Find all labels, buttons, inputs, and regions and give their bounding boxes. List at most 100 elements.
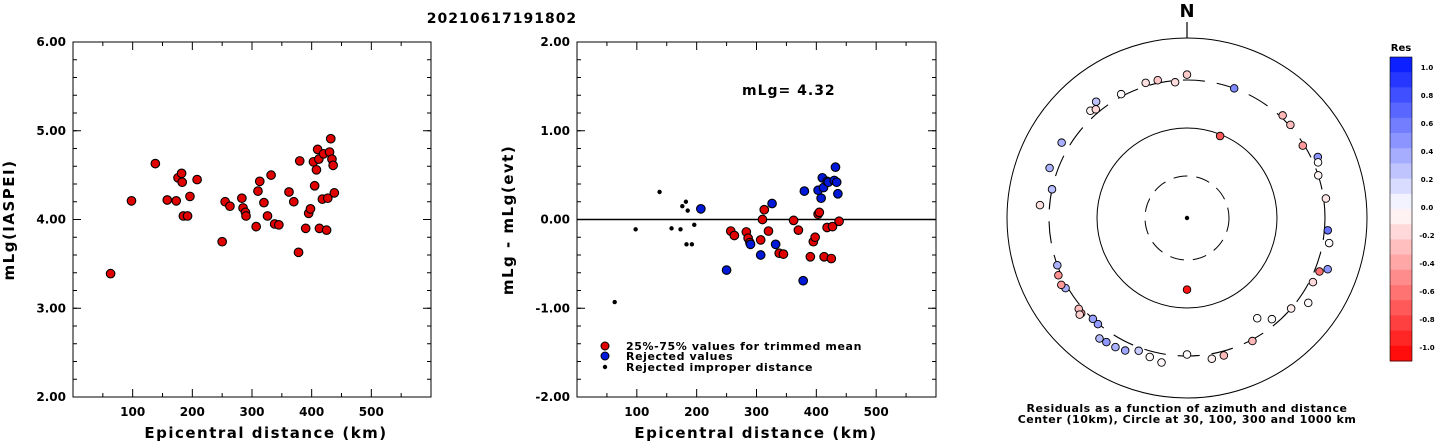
rejected-distance-point: [669, 226, 674, 231]
station-residual-point: [1120, 346, 1130, 355]
rejected-distance-point: [685, 208, 690, 213]
colorbar-label: 0.2: [1421, 176, 1434, 184]
data-point: [329, 188, 340, 198]
station-residual-point: [1145, 352, 1155, 362]
station-residual-point: [1304, 298, 1313, 308]
rejected-distance-point: [612, 299, 617, 305]
data-point: [126, 196, 137, 206]
trimmed-mean-point: [810, 232, 820, 243]
colorbar-cell: [1390, 254, 1412, 271]
data-point: [321, 225, 332, 235]
rejected-value-point: [799, 186, 810, 196]
rejected-distance-point: [684, 242, 689, 247]
magnitude-distance-chart: 100 200 300 400 500 2.00 3.00 4.00 5.00 6.00 Epic…: [0, 35, 432, 441]
legend-label: 25%-75% values for trimmed mean: [626, 340, 862, 353]
circle-30km: [1144, 175, 1230, 261]
data-point: [262, 211, 273, 221]
station-residual-point: [1075, 310, 1084, 319]
colorbar-label: -0.4: [1419, 260, 1434, 268]
colorbar-cell: [1390, 57, 1412, 73]
caption-line-2: Center (10km), Circle at 30, 100, 300 an…: [1018, 413, 1357, 426]
x-tick-label: 500: [359, 405, 384, 419]
rejected-distance-point: [680, 203, 685, 209]
data-point: [225, 201, 235, 212]
data-point: [176, 168, 187, 179]
legend-marker: [602, 364, 608, 370]
data-point: [192, 174, 202, 185]
rejected-value-point: [721, 265, 732, 275]
rejected-value-point: [755, 250, 766, 260]
y-tick-label: -1.00: [535, 301, 570, 315]
station-residual-point: [1170, 78, 1180, 87]
legend-label: Rejected values: [626, 350, 733, 363]
data-point: [251, 221, 262, 232]
colorbar-cell: [1390, 148, 1412, 164]
colorbar-label: -1.0: [1419, 344, 1434, 352]
data-point: [171, 196, 182, 206]
plot-frame: [72, 41, 432, 398]
data-point: [325, 133, 336, 144]
colorbar-label: -0.8: [1419, 316, 1434, 324]
trimmed-mean-point: [814, 207, 825, 218]
residual-distance-chart: 100 200 300 400 500 -2.00 -1.00 0.00 1.00 2.00 mL…: [499, 35, 937, 441]
y-tick-label: 6.00: [36, 35, 66, 49]
trimmed-mean-point: [755, 235, 766, 245]
colorbar-label: 0.6: [1421, 120, 1434, 128]
x-tick-label: 200: [180, 405, 205, 419]
colorbar-cell: [1390, 239, 1412, 256]
outer-circle-1000km: [1006, 37, 1368, 399]
station-residual-point: [1229, 84, 1239, 93]
data-point: [177, 177, 188, 188]
rejected-distance-point: [689, 242, 695, 247]
trimmed-mean-point: [788, 215, 799, 226]
rejected-value-point: [770, 239, 781, 250]
residual-colorbar: Res 1.0 0.8 0.6 0.4 0.2 0.0 -0.2 -0.4 -0.6 -0.8 -1…: [1389, 43, 1435, 362]
y-axis-label: mLg(IASPEI): [0, 160, 18, 281]
y-tick-label: -2.00: [535, 390, 570, 404]
data-point: [300, 223, 311, 234]
rejected-value-point: [833, 188, 843, 199]
station-residual-point: [1286, 120, 1295, 130]
caption-line-1: Residuals as a function of azimuth and d…: [1027, 402, 1348, 415]
rejected-distance-point: [692, 222, 697, 228]
station-residual-point: [1091, 97, 1101, 106]
colorbar-cell: [1390, 178, 1412, 195]
y-tick-label: 1.00: [540, 124, 570, 138]
station-residual-point: [1207, 354, 1217, 363]
trimmed-mean-point: [763, 226, 774, 236]
station-residual-point: [1324, 238, 1334, 248]
station-residual-point: [1182, 70, 1192, 79]
rejected-distance-point: [683, 199, 689, 204]
data-point: [150, 158, 161, 169]
data-point: [294, 156, 305, 166]
mlg-annotation: mLg= 4.32: [742, 83, 836, 99]
colorbar-frame: [1389, 56, 1413, 362]
y-tick-label: 2.00: [540, 35, 570, 49]
station-residual-point: [1321, 194, 1331, 203]
colorbar-label: 0.4: [1421, 148, 1434, 156]
rejected-value-point: [745, 239, 756, 250]
data-point: [259, 197, 269, 208]
data-point: [288, 196, 299, 207]
circle-100km: [1096, 127, 1278, 309]
station-residual-point: [1315, 267, 1324, 276]
trimmed-mean-point: [757, 214, 768, 225]
x-tick-label: 300: [744, 405, 769, 419]
x-tick-label: 100: [624, 405, 649, 419]
colorbar-label: 0.8: [1421, 92, 1434, 100]
data-point: [162, 195, 173, 205]
station-residual-point: [1323, 226, 1333, 235]
data-point: [241, 211, 251, 221]
station-residual-point: [1215, 131, 1225, 141]
colorbar-cell: [1390, 133, 1412, 149]
colorbar-cell: [1390, 345, 1412, 362]
colorbar-cell: [1390, 209, 1412, 225]
station-residual-point: [1047, 185, 1057, 194]
colorbar-cell: [1390, 117, 1412, 134]
data-point: [311, 164, 322, 175]
y-tick-label: 0.00: [540, 213, 570, 227]
trimmed-mean-point: [759, 204, 770, 215]
station-residual-point: [1111, 342, 1120, 352]
rejected-distance-point: [633, 227, 638, 232]
